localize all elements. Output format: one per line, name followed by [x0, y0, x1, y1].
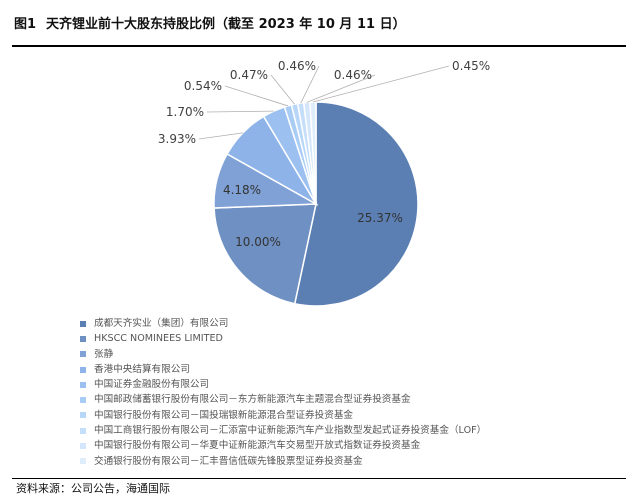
data-label: 0.54%	[184, 79, 222, 93]
data-label: 4.18%	[223, 183, 261, 197]
legend-swatch	[80, 443, 86, 450]
legend-swatch	[80, 366, 86, 373]
data-label: 0.47%	[230, 68, 268, 82]
leader-line	[312, 65, 450, 103]
legend-item: 中国证券金融股份有限公司	[80, 377, 620, 392]
legend-label: 香港中央结算有限公司	[94, 363, 190, 375]
data-label: 0.46%	[334, 68, 372, 82]
legend-label: 中国银行股份有限公司－国投瑞银新能源混合型证券投资基金	[94, 409, 354, 421]
legend-item: 张静	[80, 347, 620, 362]
leader-line	[270, 74, 295, 105]
chart-title-bar: 图1 天齐锂业前十大股东持股比例（截至 2023 年 10 月 11 日）	[12, 2, 626, 42]
data-label: 25.37%	[357, 211, 403, 225]
legend-item: 香港中央结算有限公司	[80, 362, 620, 377]
legend-swatch	[80, 335, 86, 342]
legend-swatch	[80, 381, 86, 388]
legend-label: 中国工商银行股份有限公司－汇添富中证新能源汽车产业指数型发起式证券投资基金（LO…	[94, 425, 487, 437]
data-label: 0.46%	[278, 59, 316, 73]
chart-title: 天齐锂业前十大股东持股比例（截至 2023 年 10 月 11 日）	[46, 16, 406, 32]
legend-label: HKSCC NOMINEES LIMITED	[94, 333, 223, 345]
figure-number: 图1	[14, 16, 37, 32]
chart-legend: 成都天齐实业（集团）有限公司 HKSCC NOMINEES LIMITED 张静香港…	[80, 316, 620, 469]
legend-item: HKSCC NOMINEES LIMITED	[80, 331, 620, 346]
leader-line	[206, 110, 274, 113]
leader-line	[224, 85, 289, 107]
pie-slice	[293, 101, 419, 307]
legend-item: 中国工商银行股份有限公司－汇添富中证新能源汽车产业指数型发起式证券投资基金（LO…	[80, 423, 620, 438]
legend-swatch	[80, 412, 86, 419]
data-label: 3.93%	[158, 132, 196, 146]
legend-item: 交通银行股份有限公司－汇丰晋信低碳先锋股票型证券投资基金	[80, 454, 620, 469]
legend-label: 张静	[94, 348, 114, 360]
legend-item: 中国银行股份有限公司－国投瑞银新能源混合型证券投资基金	[80, 408, 620, 423]
data-label: 1.70%	[166, 105, 204, 119]
legend-label: 中国证券金融股份有限公司	[94, 379, 210, 391]
legend-item: 中国邮政储蓄银行股份有限公司－东方新能源汽车主题混合型证券投资基金	[80, 392, 620, 407]
data-label: 0.45%	[452, 59, 490, 73]
legend-swatch	[80, 397, 86, 404]
legend-item: 成都天齐实业（集团）有限公司	[80, 316, 620, 331]
bottom-rule	[12, 478, 626, 479]
pie-slice	[213, 203, 317, 305]
legend-swatch	[80, 458, 86, 465]
legend-label: 中国邮政储蓄银行股份有限公司－东方新能源汽车主题混合型证券投资基金	[94, 394, 411, 406]
leader-line	[300, 65, 320, 104]
data-label: 10.00%	[235, 235, 281, 249]
source-note: 资料来源：公司公告，海通国际	[16, 482, 170, 495]
leader-line	[306, 74, 376, 103]
legend-label: 成都天齐实业（集团）有限公司	[94, 318, 229, 329]
leader-line	[198, 132, 243, 140]
legend-swatch	[80, 320, 86, 327]
legend-item: 中国银行股份有限公司－华夏中证新能源汽车交易型开放式指数证券投资基金	[80, 438, 620, 453]
legend-label: 中国银行股份有限公司－华夏中证新能源汽车交易型开放式指数证券投资基金	[94, 440, 421, 452]
legend-swatch	[80, 351, 86, 358]
top-rule	[12, 45, 626, 47]
pie-chart: 25.37% 10.00% 4.18% 3.93% 1.70% 0.54% 0.47% 0.4…	[158, 59, 490, 307]
legend-label: 交通银行股份有限公司－汇丰晋信低碳先锋股票型证券投资基金	[94, 455, 363, 467]
legend-swatch	[80, 427, 86, 434]
